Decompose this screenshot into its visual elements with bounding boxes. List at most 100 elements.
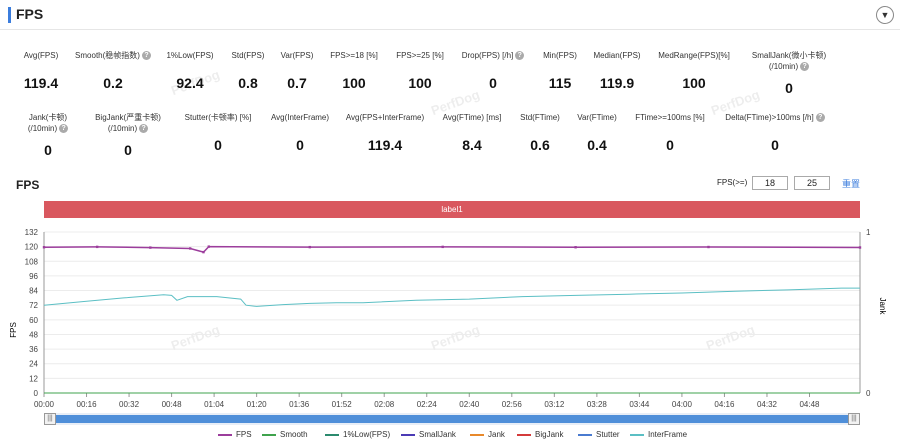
stat-medrange-fps: MedRange(FPS)[%] 100 [639, 50, 749, 91]
x-tick-label: 00:16 [77, 400, 98, 409]
stat-label-text: Drop(FPS) [/h] [461, 51, 514, 60]
panel-header: FPS ▼ [0, 0, 900, 30]
stat-var-ftime: Var(FTime) 0.4 [542, 112, 652, 153]
time-range-slider[interactable]: ||| ||| [44, 413, 860, 425]
stat-label: 1%Low(FPS) [135, 50, 245, 61]
stat-value: 8.4 [462, 137, 482, 153]
y-tick-label: 108 [25, 257, 39, 266]
y-tick-label: 60 [29, 316, 38, 325]
stat-min-fps: Min(FPS) 115 [505, 50, 615, 91]
fps-point [441, 245, 444, 249]
y-right-tick-label: 0 [866, 389, 871, 398]
y-tick-label: 0 [34, 389, 39, 398]
legend-label: 1%Low(FPS) [343, 430, 391, 439]
help-icon[interactable]: ? [59, 124, 69, 134]
help-icon[interactable]: ? [141, 51, 151, 61]
legend-label: FPS [236, 430, 252, 439]
legend-item-smooth[interactable]: Smooth [262, 430, 308, 439]
fps-threshold-input-2[interactable]: 25 [794, 176, 830, 190]
slider-range[interactable] [56, 415, 848, 423]
series-line-interframe [43, 287, 860, 307]
stat-label: Stutter(卡顿率) [%] [163, 112, 273, 123]
fps-point [207, 245, 210, 248]
stat-value: 0 [771, 137, 779, 153]
stat-label-unit: (/10min) [768, 62, 799, 71]
fps-line-chart: 0 12 24 36 48 60 72 84 96 108 120 132 0 1 00:00 00:16 0… [9, 228, 887, 409]
stat-label-text: FPS>=18 [%] [330, 51, 378, 60]
y-tick-label: 12 [29, 374, 38, 383]
stat-label-unit: (/10min) [107, 124, 138, 133]
x-tick-label: 03:44 [629, 400, 650, 409]
legend-item-bigjank[interactable]: BigJank [517, 430, 563, 439]
legend-item-interframe[interactable]: InterFrame [630, 430, 687, 439]
stat-label-text: Std(FPS) [231, 51, 265, 60]
stat-label-unit: (/10min) [27, 124, 58, 133]
legend-item-smalljank[interactable]: SmallJank [401, 430, 456, 439]
stat-value: 119.4 [23, 75, 59, 91]
stat-label-text: Smooth(稳帧指数) [75, 51, 140, 60]
fps-point [42, 246, 46, 249]
x-tick-label: 04:48 [799, 400, 820, 409]
stat-label: Median(FPS) [562, 50, 672, 61]
help-icon[interactable]: ? [800, 62, 810, 72]
stat-fps-18: FPS>=18 [%] 100 [299, 50, 409, 91]
stat-value: 0 [489, 75, 497, 91]
stat-label: Avg(InterFrame) [245, 112, 355, 123]
fps-point [707, 245, 710, 249]
reset-button[interactable]: 重置 [842, 179, 861, 189]
stat-label-text: MedRange(FPS)[%] [658, 51, 730, 60]
stat-std-ftime: Std(FTime) 0.6 [485, 112, 595, 153]
slider-right-handle[interactable]: ||| [848, 413, 860, 425]
stat-label: Jank(卡顿) (/10min)? [0, 112, 103, 134]
stat-label: BigJank(严重卡顿) (/10min)? [73, 112, 183, 134]
help-icon[interactable]: ? [139, 124, 149, 134]
legend-swatch [578, 433, 592, 436]
stat-fps-25: FPS>=25 [%] 100 [365, 50, 475, 91]
stat-value: 0 [666, 137, 674, 153]
legend-item-stutter[interactable]: Stutter [578, 430, 620, 439]
legend-swatch [325, 433, 339, 436]
stat-label: Smooth(稳帧指数)? [58, 50, 168, 61]
stat-ftime-100ms: FTime>=100ms [%] 0 [615, 112, 725, 153]
legend-label: SmallJank [419, 430, 456, 439]
stat-label: Var(FTime) [542, 112, 652, 123]
fps-threshold-input-1[interactable]: 18 [752, 176, 788, 190]
stat-std-fps: Std(FPS) 0.8 [193, 50, 303, 91]
chevron-down-icon[interactable]: ▼ [876, 6, 894, 24]
stat-label: Avg(FPS+InterFrame) [330, 112, 440, 123]
legend-label: BigJank [535, 430, 564, 439]
stat-label: Min(FPS) [505, 50, 615, 61]
x-tick-label: 04:32 [757, 400, 778, 409]
fps-point [202, 250, 205, 254]
fps-threshold-label: FPS(>=) [717, 178, 748, 187]
chart-section-title: FPS [16, 178, 40, 192]
stat-delta-ftime-100ms-h: Delta(FTime)>100ms [/h]? 0 [720, 112, 830, 153]
stat-value: 100 [408, 75, 432, 91]
legend-item-1-low-fps-[interactable]: 1%Low(FPS) [325, 430, 390, 439]
help-icon[interactable]: ? [815, 113, 825, 123]
stat-label: Std(FTime) [485, 112, 595, 123]
stat-value: 0 [214, 137, 222, 153]
x-tick-label: 00:48 [162, 400, 183, 409]
x-tick-label: 03:12 [544, 400, 565, 409]
stat-value: 100 [682, 75, 706, 91]
legend-label: Smooth [280, 430, 308, 439]
stat-label-text: FTime>=100ms [%] [635, 113, 705, 122]
y-axis-right-label: Jank [878, 298, 887, 316]
y-tick-label: 72 [29, 301, 38, 310]
stat-label: FTime>=100ms [%] [615, 112, 725, 123]
legend-item-jank[interactable]: Jank [470, 430, 505, 439]
y-tick-label: 96 [29, 272, 38, 281]
stat-bigjank: BigJank(严重卡顿) (/10min)? 0 [73, 112, 183, 158]
stat-label-text: BigJank(严重卡顿) [95, 113, 161, 122]
label-band[interactable]: label1 [44, 201, 860, 218]
legend-item-fps[interactable]: FPS [218, 430, 252, 439]
y-tick-label: 24 [29, 360, 38, 369]
stat-label: Delta(FTime)>100ms [/h]? [720, 112, 830, 123]
stat-label: Var(FPS) [242, 50, 352, 61]
chart-legend: FPS Smooth 1%Low(FPS) SmallJank Jank BigJank S… [0, 430, 900, 442]
stat-label-text: FPS>=25 [%] [396, 51, 444, 60]
help-icon[interactable]: ? [515, 51, 525, 61]
stat-label: MedRange(FPS)[%] [639, 50, 749, 61]
slider-left-handle[interactable]: ||| [44, 413, 56, 425]
